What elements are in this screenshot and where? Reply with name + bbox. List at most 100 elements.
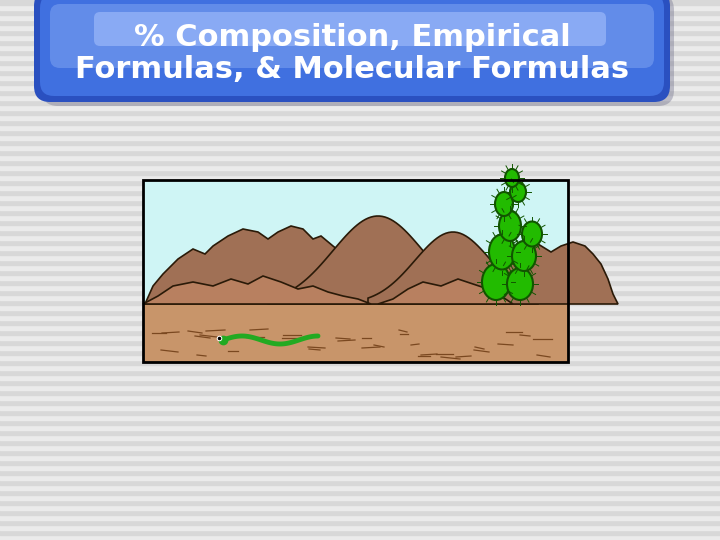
Bar xyxy=(0,250,720,255)
Bar xyxy=(0,345,720,350)
Bar xyxy=(0,425,720,430)
Bar xyxy=(0,135,720,140)
Bar xyxy=(0,365,720,370)
Bar xyxy=(0,0,720,5)
Bar xyxy=(0,10,720,15)
Bar xyxy=(0,270,720,275)
Bar xyxy=(0,70,720,75)
Bar xyxy=(0,90,720,95)
Bar xyxy=(0,315,720,320)
Bar xyxy=(0,405,720,410)
Bar xyxy=(0,245,720,250)
Bar xyxy=(0,520,720,525)
Bar xyxy=(0,20,720,25)
Bar xyxy=(0,435,720,440)
Ellipse shape xyxy=(510,182,526,202)
Bar xyxy=(0,175,720,180)
Bar xyxy=(0,395,720,400)
Bar xyxy=(0,385,720,390)
Bar xyxy=(0,400,720,405)
Bar xyxy=(0,30,720,35)
Bar xyxy=(0,45,720,50)
Polygon shape xyxy=(143,276,371,304)
Bar xyxy=(0,200,720,205)
Ellipse shape xyxy=(499,211,521,241)
Bar xyxy=(0,305,720,310)
Bar xyxy=(0,85,720,90)
FancyBboxPatch shape xyxy=(40,0,664,96)
Bar xyxy=(0,265,720,270)
Polygon shape xyxy=(368,232,538,304)
Bar xyxy=(0,180,720,185)
Polygon shape xyxy=(145,226,363,304)
Bar xyxy=(0,320,720,325)
Bar xyxy=(0,145,720,150)
Bar xyxy=(0,160,720,165)
Bar xyxy=(0,205,720,210)
Bar xyxy=(0,120,720,125)
Bar xyxy=(0,105,720,110)
Bar xyxy=(0,25,720,30)
Ellipse shape xyxy=(507,268,533,300)
Bar xyxy=(0,370,720,375)
Bar xyxy=(0,185,720,190)
FancyBboxPatch shape xyxy=(42,0,674,106)
Bar xyxy=(0,170,720,175)
Bar xyxy=(143,180,568,362)
Polygon shape xyxy=(268,216,488,304)
Bar xyxy=(0,55,720,60)
Bar xyxy=(0,300,720,305)
Bar xyxy=(0,235,720,240)
Bar xyxy=(0,5,720,10)
Bar xyxy=(0,355,720,360)
Polygon shape xyxy=(378,279,513,304)
Bar xyxy=(0,375,720,380)
Bar xyxy=(0,110,720,115)
Bar xyxy=(0,360,720,365)
Bar xyxy=(0,460,720,465)
Bar xyxy=(0,150,720,155)
Ellipse shape xyxy=(522,221,542,246)
Bar xyxy=(0,195,720,200)
Bar xyxy=(0,50,720,55)
Bar xyxy=(0,155,720,160)
FancyBboxPatch shape xyxy=(50,4,654,68)
Bar xyxy=(0,490,720,495)
Bar xyxy=(0,420,720,425)
Bar xyxy=(0,415,720,420)
Bar xyxy=(0,475,720,480)
Bar xyxy=(0,495,720,500)
Bar xyxy=(0,240,720,245)
Bar xyxy=(0,325,720,330)
Bar xyxy=(0,535,720,540)
Bar xyxy=(0,230,720,235)
Polygon shape xyxy=(473,242,618,304)
Bar xyxy=(0,80,720,85)
Bar xyxy=(0,410,720,415)
Bar xyxy=(0,350,720,355)
Bar xyxy=(0,65,720,70)
Bar xyxy=(0,380,720,385)
Bar xyxy=(0,130,720,135)
Ellipse shape xyxy=(512,241,536,271)
Bar xyxy=(0,215,720,220)
Bar xyxy=(0,455,720,460)
Bar xyxy=(0,340,720,345)
Bar xyxy=(0,75,720,80)
Bar xyxy=(0,515,720,520)
Bar xyxy=(0,445,720,450)
Bar xyxy=(0,15,720,20)
Bar xyxy=(0,95,720,100)
Ellipse shape xyxy=(495,192,513,216)
Bar xyxy=(0,335,720,340)
Bar xyxy=(0,255,720,260)
Bar xyxy=(0,190,720,195)
Bar xyxy=(0,485,720,490)
Bar xyxy=(0,470,720,475)
Ellipse shape xyxy=(482,264,510,300)
Bar xyxy=(0,480,720,485)
Bar xyxy=(0,430,720,435)
Text: Formulas, & Molecular Formulas: Formulas, & Molecular Formulas xyxy=(75,56,629,84)
Bar xyxy=(0,125,720,130)
Bar xyxy=(0,260,720,265)
